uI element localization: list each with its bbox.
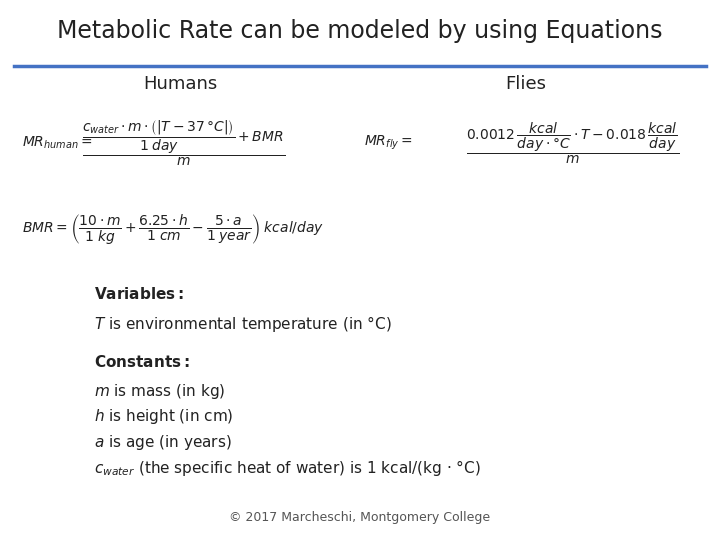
Text: Flies: Flies bbox=[505, 75, 546, 93]
Text: © 2017 Marcheschi, Montgomery College: © 2017 Marcheschi, Montgomery College bbox=[230, 511, 490, 524]
Text: $\dfrac{\dfrac{c_{water} \cdot m \cdot \left(|T - 37\,°C|\right)}{1\;day} + BMR}: $\dfrac{\dfrac{c_{water} \cdot m \cdot \… bbox=[82, 118, 285, 168]
Text: Metabolic Rate can be modeled by using Equations: Metabolic Rate can be modeled by using E… bbox=[58, 19, 662, 43]
Text: $m$ is mass (in kg): $m$ is mass (in kg) bbox=[94, 382, 225, 401]
Text: $a$ is age (in years): $a$ is age (in years) bbox=[94, 433, 231, 452]
Text: Humans: Humans bbox=[143, 75, 217, 93]
Text: $BMR = \left(\dfrac{10 \cdot m}{1\;kg} + \dfrac{6.25 \cdot h}{1\;cm} - \dfrac{5 : $BMR = \left(\dfrac{10 \cdot m}{1\;kg} +… bbox=[22, 213, 324, 246]
Text: $c_{water}$ (the specific heat of water) is 1 kcal/(kg · °C): $c_{water}$ (the specific heat of water)… bbox=[94, 457, 480, 478]
Text: $\dfrac{0.0012\,\dfrac{kcal}{day \cdot °C} \cdot T - 0.018\,\dfrac{kcal}{day}}{m: $\dfrac{0.0012\,\dfrac{kcal}{day \cdot °… bbox=[466, 120, 679, 166]
Text: $MR_{human} =$: $MR_{human} =$ bbox=[22, 135, 92, 151]
Text: $\bf{Constants:}$: $\bf{Constants:}$ bbox=[94, 354, 189, 370]
Text: $\bf{Variables:}$: $\bf{Variables:}$ bbox=[94, 286, 184, 302]
Text: $T$ is environmental temperature (in °C): $T$ is environmental temperature (in °C) bbox=[94, 314, 391, 334]
Text: $h$ is height (in cm): $h$ is height (in cm) bbox=[94, 407, 233, 427]
Text: $MR_{fly} =$: $MR_{fly} =$ bbox=[364, 134, 413, 152]
